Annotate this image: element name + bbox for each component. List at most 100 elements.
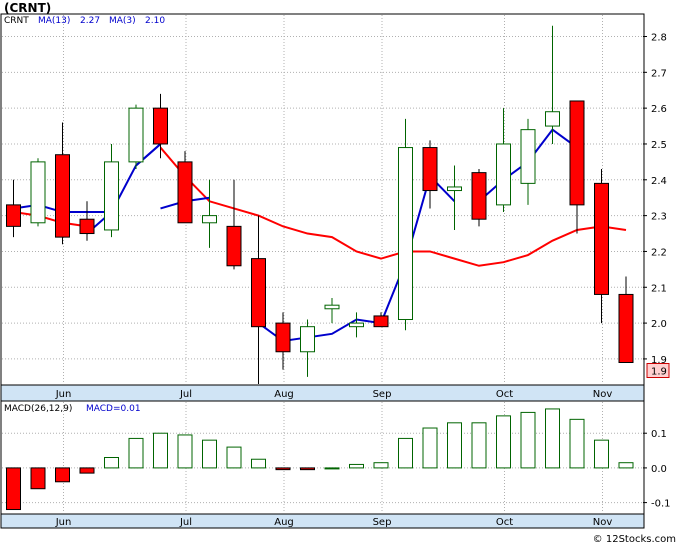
price-x-tick-label: Nov (593, 389, 613, 400)
price-y-tick-label: 2.0 (651, 319, 667, 330)
candle-down (251, 258, 266, 328)
macd-bar-positive (471, 422, 487, 469)
macd-date-strip (0, 513, 645, 529)
price-x-axis: Jun Jul Aug Sep Oct Nov (55, 389, 613, 400)
chart-title: (CRNT) (4, 1, 51, 15)
macd-bar-negative (79, 467, 95, 474)
candle-down (6, 204, 21, 227)
candlesticks (6, 25, 634, 384)
macd-bar-positive (520, 411, 536, 469)
ma13-line (13, 211, 88, 228)
macd-histogram (6, 408, 634, 511)
last-price-marker: 1.9 (646, 363, 670, 379)
macd-y-tick-label: 0.0 (651, 464, 667, 475)
candle-up (30, 161, 46, 224)
candle-down (422, 147, 438, 192)
macd-legend-title: MACD(26,12,9) (4, 404, 72, 414)
macd-bar-negative (300, 467, 315, 471)
watermark: © 12Stocks.com (593, 534, 676, 545)
candle-up (447, 186, 462, 192)
macd-bar-positive (251, 458, 266, 469)
macd-y-tick-label: 0.1 (651, 429, 667, 440)
macd-x-tick-label: Sep (373, 517, 392, 528)
macd-x-tick-label: Aug (274, 517, 294, 528)
macd-bar-positive (618, 462, 634, 469)
macd-x-tick-label: Jun (55, 517, 72, 528)
candle-down (618, 293, 634, 364)
legend-ma13-label: MA(13) (38, 16, 70, 26)
candle-up (545, 111, 560, 127)
candle-down (471, 172, 487, 220)
macd-bar-negative (275, 467, 291, 471)
ma13-line (159, 146, 627, 267)
macd-bar-positive (447, 422, 462, 469)
legend-ma3-label: MA(3) (109, 16, 136, 26)
macd-bar-negative (6, 467, 21, 511)
macd-x-tick-label: Oct (496, 517, 513, 528)
macd-x-tick-label: Nov (593, 517, 613, 528)
candle-up (398, 147, 413, 321)
legend-ticker: CRNT (4, 16, 29, 26)
candle-up (300, 326, 315, 353)
candle-down (373, 315, 389, 328)
price-y-tick-label: 2.3 (651, 212, 667, 223)
macd-y-tick-label: -0.1 (651, 499, 671, 510)
legend-ma3-value: 2.10 (145, 16, 165, 26)
candle-down (569, 100, 585, 206)
price-y-tick-label: 1.9 (651, 355, 667, 366)
macd-y-axis: 0.1 0.0 -0.1 (643, 429, 671, 510)
candle-up (128, 107, 144, 163)
price-x-tick-label: Jul (179, 389, 192, 400)
candle-up (520, 129, 536, 184)
macd-bar-positive (496, 415, 511, 469)
macd-bar-positive (349, 463, 364, 469)
macd-bar-positive (594, 439, 609, 469)
macd-bar-positive (569, 418, 585, 469)
macd-bar-positive (226, 446, 242, 469)
macd-bar-negative (30, 467, 46, 490)
macd-x-axis: Jun Jul Aug Sep Oct Nov (55, 517, 613, 528)
price-y-tick-label: 2.8 (651, 32, 667, 43)
macd-bar-positive (324, 467, 340, 470)
candle-down (177, 161, 193, 224)
macd-x-tick-label: Jul (179, 517, 192, 528)
candle-up (496, 143, 511, 206)
macd-bar-positive (545, 408, 560, 469)
price-legend: CRNT MA(13) 2.27 MA(3) 2.10 (4, 16, 165, 26)
last-price-box (646, 363, 670, 379)
candle-down (55, 154, 70, 238)
macd-bar-negative (55, 467, 70, 483)
price-y-tick-label: 2.7 (651, 68, 667, 79)
macd-bar-positive (373, 462, 389, 469)
macd-bar-positive (422, 427, 438, 469)
price-y-tick-label: 2.6 (651, 104, 667, 115)
candle-up (324, 304, 340, 310)
candle-up (104, 161, 119, 231)
candle-down (226, 225, 242, 267)
price-y-tick-label: 2.1 (651, 283, 667, 294)
macd-legend-value: MACD=0.01 (86, 404, 141, 414)
macd-bar-positive (153, 432, 168, 469)
price-gridlines (2, 15, 643, 384)
candle-down (79, 218, 95, 235)
price-x-tick-label: Sep (373, 389, 392, 400)
price-y-tick-label: 2.4 (651, 176, 667, 187)
candle-up (202, 215, 217, 224)
macd-bar-positive (128, 437, 144, 469)
price-x-tick-label: Aug (274, 389, 294, 400)
candle-down (153, 107, 168, 145)
candle-up (349, 322, 364, 328)
price-y-axis: 1.9 2.0 2.1 2.2 2.3 2.4 2.5 2.6 2.7 2.8 (643, 32, 667, 366)
macd-bar-positive (177, 434, 193, 469)
macd-bar-positive (104, 457, 119, 469)
price-x-tick-label: Jun (55, 389, 72, 400)
last-price-label: 1.9 (651, 367, 667, 378)
price-date-strip (0, 384, 645, 402)
legend-ma13-value: 2.27 (80, 16, 100, 26)
candle-down (275, 322, 291, 353)
price-y-tick-label: 2.5 (651, 140, 667, 151)
macd-bar-positive (398, 437, 413, 469)
